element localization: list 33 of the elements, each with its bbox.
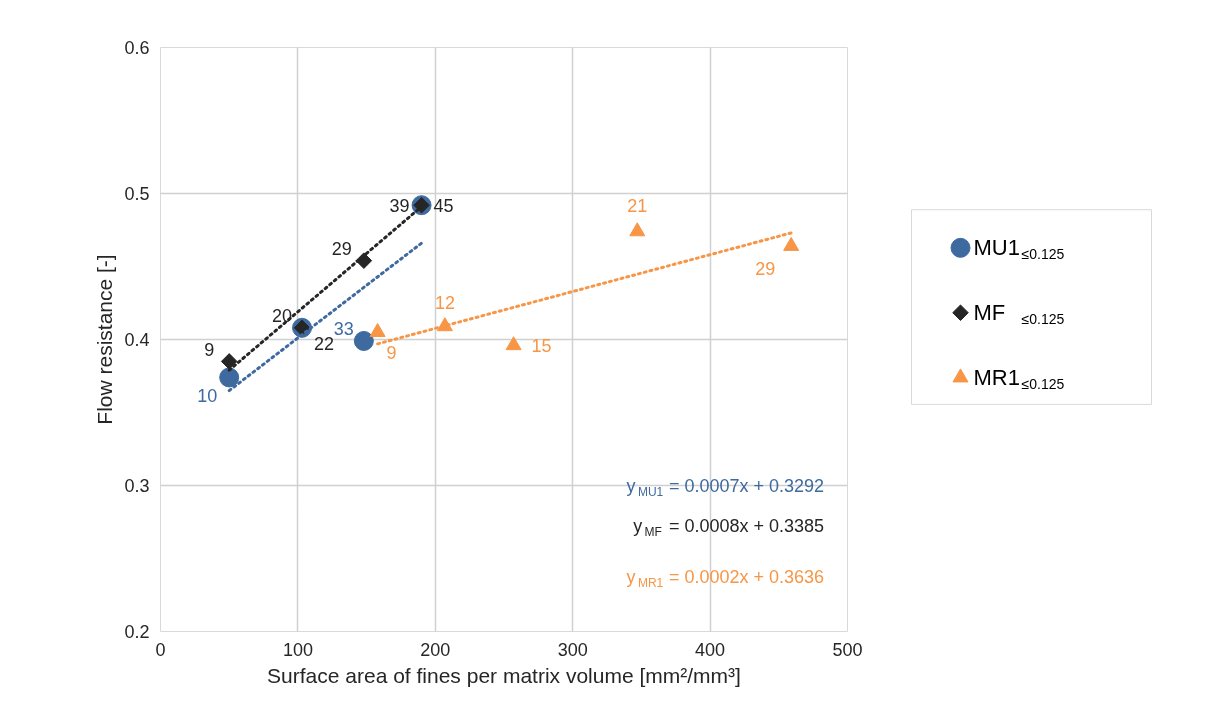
annotation: 45 bbox=[433, 195, 454, 216]
y-tick-label: 0.2 bbox=[124, 622, 150, 642]
annotation: 22 bbox=[314, 334, 335, 355]
point bbox=[505, 336, 522, 351]
point bbox=[369, 323, 386, 338]
point bbox=[353, 330, 374, 351]
annotation: 10 bbox=[197, 385, 218, 406]
x-tick-label: 400 bbox=[695, 639, 726, 660]
y-tick-label: 0.3 bbox=[124, 476, 150, 496]
annotation: 29 bbox=[331, 239, 352, 260]
x-tick-label: 100 bbox=[282, 639, 313, 660]
x-tick-label: 300 bbox=[557, 639, 588, 660]
x-axis-title: Surface area of fines per matrix volume [mm²/mm³] bbox=[267, 663, 741, 687]
annotation: 9 bbox=[204, 339, 215, 360]
y-tick-label: 0.4 bbox=[124, 330, 150, 350]
point bbox=[629, 222, 646, 237]
x-tick-label: 500 bbox=[832, 639, 863, 660]
annotation: 12 bbox=[434, 292, 455, 313]
annotation: 15 bbox=[531, 335, 552, 356]
x-tick-label: 200 bbox=[420, 639, 451, 660]
annotation: 33 bbox=[333, 319, 354, 340]
y-tick-label: 0.5 bbox=[124, 184, 150, 204]
legend-label: MF ≤0.125 bbox=[973, 300, 1065, 327]
annotation: 29 bbox=[755, 258, 776, 279]
annotation: 39 bbox=[389, 195, 410, 216]
point bbox=[783, 236, 800, 251]
annotation: 21 bbox=[627, 195, 648, 216]
y-axis-title: Flow resistance [-] bbox=[93, 254, 117, 425]
x-tick-label: 0 bbox=[155, 639, 166, 660]
annotation: 9 bbox=[386, 342, 397, 363]
point bbox=[219, 367, 240, 388]
point bbox=[220, 353, 238, 370]
y-tick-label: 0.6 bbox=[124, 38, 150, 58]
